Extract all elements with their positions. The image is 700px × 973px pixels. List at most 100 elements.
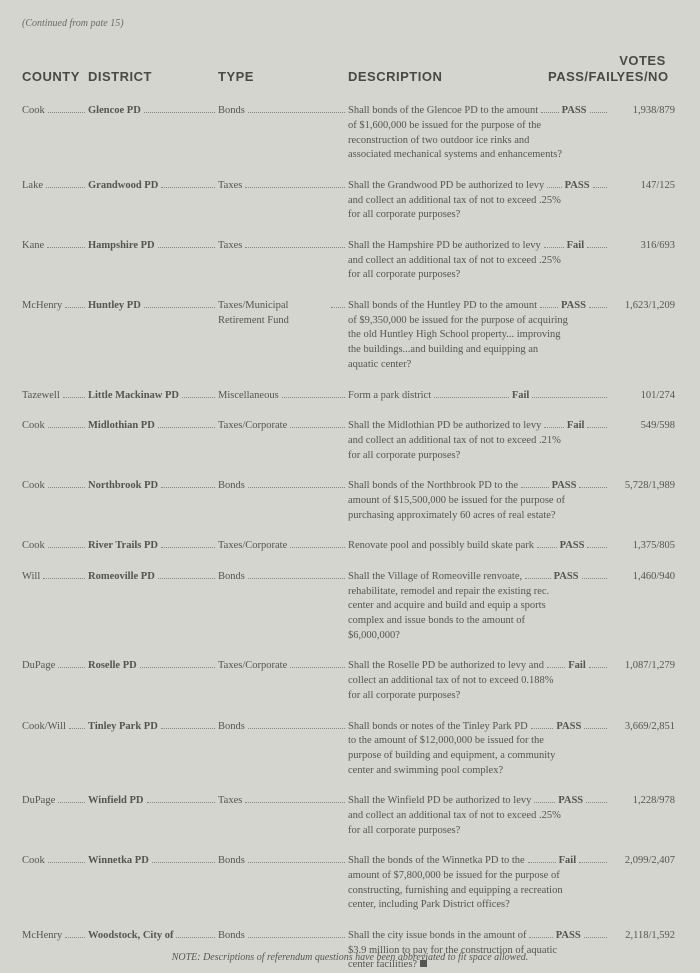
- description-rest: amount of $15,500,000 be issued for the …: [348, 494, 568, 523]
- leader-dots: [290, 661, 345, 668]
- cell-type: Taxes/Corporate: [218, 539, 348, 554]
- footnote: NOTE: Descriptions of referendum questio…: [0, 952, 700, 963]
- leader-dots: [593, 181, 607, 188]
- table-row: CookGlencoe PDBondsShall bonds of the Gl…: [22, 104, 678, 163]
- table-row: CookMidlothian PDTaxes/CorporateShall th…: [22, 419, 678, 463]
- cell-description: Shall the bonds of the Winnetka PD to th…: [348, 854, 610, 913]
- type-text: Taxes/Corporate: [218, 659, 287, 674]
- leader-dots: [48, 421, 85, 428]
- description-first-line: Shall bonds of the Northbrook PD to the: [348, 479, 518, 494]
- table-row: KaneHampshire PDTaxesShall the Hampshire…: [22, 239, 678, 283]
- district-text: Glencoe PD: [88, 104, 141, 119]
- type-text: Taxes/Corporate: [218, 539, 287, 554]
- table-header: COUNTY DISTRICT TYPE DESCRIPTION PASS/FA…: [22, 53, 678, 84]
- passfail-text: PASS: [556, 720, 581, 735]
- cell-district: Tinley Park PD: [88, 720, 218, 779]
- leader-dots: [161, 541, 215, 548]
- district-text: Little Mackinaw PD: [88, 389, 179, 404]
- description-rest: and collect an additional tax of not to …: [348, 194, 568, 223]
- cell-votes: 1,087/1,279: [610, 659, 675, 703]
- county-text: Cook: [22, 419, 45, 434]
- description-rest: rehabilitate, remodel and repair the exi…: [348, 585, 568, 644]
- cell-votes: 101/274: [610, 389, 675, 404]
- leader-dots: [248, 481, 345, 488]
- description-first-line: Shall bonds or notes of the Tinley Park …: [348, 720, 528, 735]
- type-text: Taxes: [218, 794, 242, 809]
- leader-dots: [158, 572, 215, 579]
- cell-description: Shall bonds of the Glencoe PD to the amo…: [348, 104, 610, 163]
- leader-dots: [158, 421, 215, 428]
- passfail-text: PASS: [552, 479, 577, 494]
- cell-county: Cook: [22, 854, 88, 913]
- continued-note: (Continued from pate 15): [22, 18, 678, 29]
- cell-description: Shall the Hampshire PD be authorized to …: [348, 239, 610, 283]
- header-description: DESCRIPTION: [348, 69, 548, 84]
- header-passfail: PASS/FAIL: [548, 69, 610, 84]
- leader-dots: [69, 721, 85, 728]
- leader-dots: [48, 856, 85, 863]
- cell-votes: 1,938/879: [610, 104, 675, 163]
- cell-county: Kane: [22, 239, 88, 283]
- type-text: Bonds: [218, 479, 245, 494]
- district-text: Northbrook PD: [88, 479, 158, 494]
- leader-dots: [144, 106, 215, 113]
- cell-county: McHenry: [22, 299, 88, 372]
- cell-type: Taxes: [218, 239, 348, 283]
- county-text: Cook: [22, 854, 45, 869]
- passfail-text: PASS: [560, 539, 585, 554]
- leader-dots: [65, 301, 85, 308]
- leader-dots: [587, 241, 607, 248]
- leader-dots: [525, 572, 550, 579]
- cell-description: Shall bonds of the Northbrook PD to the P…: [348, 479, 610, 523]
- cell-description: Shall the Grandwood PD be authorized to …: [348, 179, 610, 223]
- passfail-text: PASS: [561, 299, 586, 314]
- leader-dots: [579, 481, 607, 488]
- type-text: Taxes: [218, 239, 242, 254]
- description-rest: to the amount of $12,000,000 be issued f…: [348, 734, 568, 778]
- cell-type: Taxes: [218, 794, 348, 838]
- description-first-line: Shall the Midlothian PD be authorized to…: [348, 419, 541, 434]
- cell-votes: 2,099/2,407: [610, 854, 675, 913]
- county-text: Kane: [22, 239, 44, 254]
- leader-dots: [282, 390, 345, 397]
- county-text: Tazewell: [22, 389, 60, 404]
- leader-dots: [540, 301, 558, 308]
- leader-dots: [161, 721, 215, 728]
- description-rest: of $9,350,000 be issued for the purpose …: [348, 314, 568, 373]
- cell-district: Romeoville PD: [88, 570, 218, 643]
- leader-dots: [541, 106, 558, 113]
- cell-description: Shall the Roselle PD be authorized to le…: [348, 659, 610, 703]
- leader-dots: [248, 856, 345, 863]
- passfail-text: Fail: [559, 854, 577, 869]
- county-text: Cook: [22, 539, 45, 554]
- cell-votes: 549/598: [610, 419, 675, 463]
- description-first-line: Shall bonds of the Huntley PD to the amo…: [348, 299, 537, 314]
- passfail-text: Fail: [567, 419, 585, 434]
- passfail-text: PASS: [556, 929, 581, 944]
- leader-dots: [63, 390, 85, 397]
- leader-dots: [58, 661, 85, 668]
- leader-dots: [144, 301, 215, 308]
- leader-dots: [586, 796, 607, 803]
- leader-dots: [589, 661, 607, 668]
- passfail-text: Fail: [512, 389, 530, 404]
- description-first-line: Renovate pool and possibly build skate p…: [348, 539, 534, 554]
- description-first-line: Shall the Hampshire PD be authorized to …: [348, 239, 541, 254]
- leader-dots: [245, 241, 345, 248]
- header-type: TYPE: [218, 69, 348, 84]
- county-text: McHenry: [22, 299, 62, 314]
- district-text: Romeoville PD: [88, 570, 155, 585]
- header-votes-top: VOTES: [610, 53, 675, 69]
- type-text: Bonds: [218, 929, 245, 944]
- leader-dots: [531, 721, 554, 728]
- cell-district: Winnetka PD: [88, 854, 218, 913]
- cell-county: Cook/Will: [22, 720, 88, 779]
- leader-dots: [152, 856, 215, 863]
- cell-district: Little Mackinaw PD: [88, 389, 218, 404]
- cell-district: Glencoe PD: [88, 104, 218, 163]
- leader-dots: [248, 572, 345, 579]
- table-row: DuPageRoselle PDTaxes/CorporateShall the…: [22, 659, 678, 703]
- cell-type: Bonds: [218, 720, 348, 779]
- type-text: Bonds: [218, 570, 245, 585]
- passfail-text: PASS: [562, 104, 587, 119]
